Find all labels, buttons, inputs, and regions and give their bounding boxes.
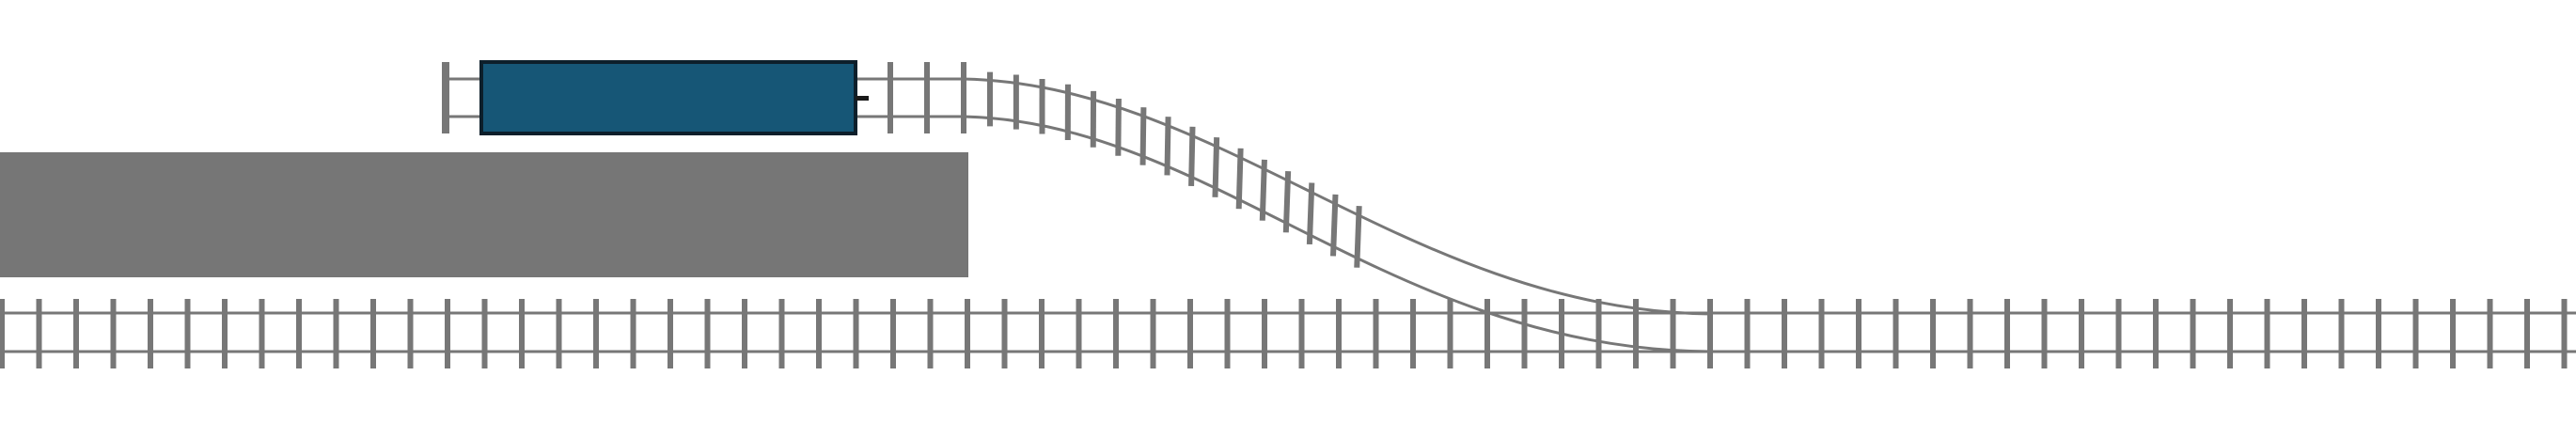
wagon-coupler <box>856 96 869 101</box>
curve-rail-upper <box>963 77 1712 316</box>
rail-wagon-icon[interactable] <box>479 60 869 135</box>
main-line-track[interactable] <box>0 299 2576 368</box>
curve-rail-lower <box>963 115 1712 353</box>
main-sleepers <box>0 299 2568 368</box>
turnout-curve-track[interactable] <box>963 71 1712 353</box>
buffer-stop <box>442 62 449 133</box>
siding-sleepers <box>887 62 966 133</box>
platform[interactable] <box>0 152 968 277</box>
wagon-body <box>479 60 857 135</box>
